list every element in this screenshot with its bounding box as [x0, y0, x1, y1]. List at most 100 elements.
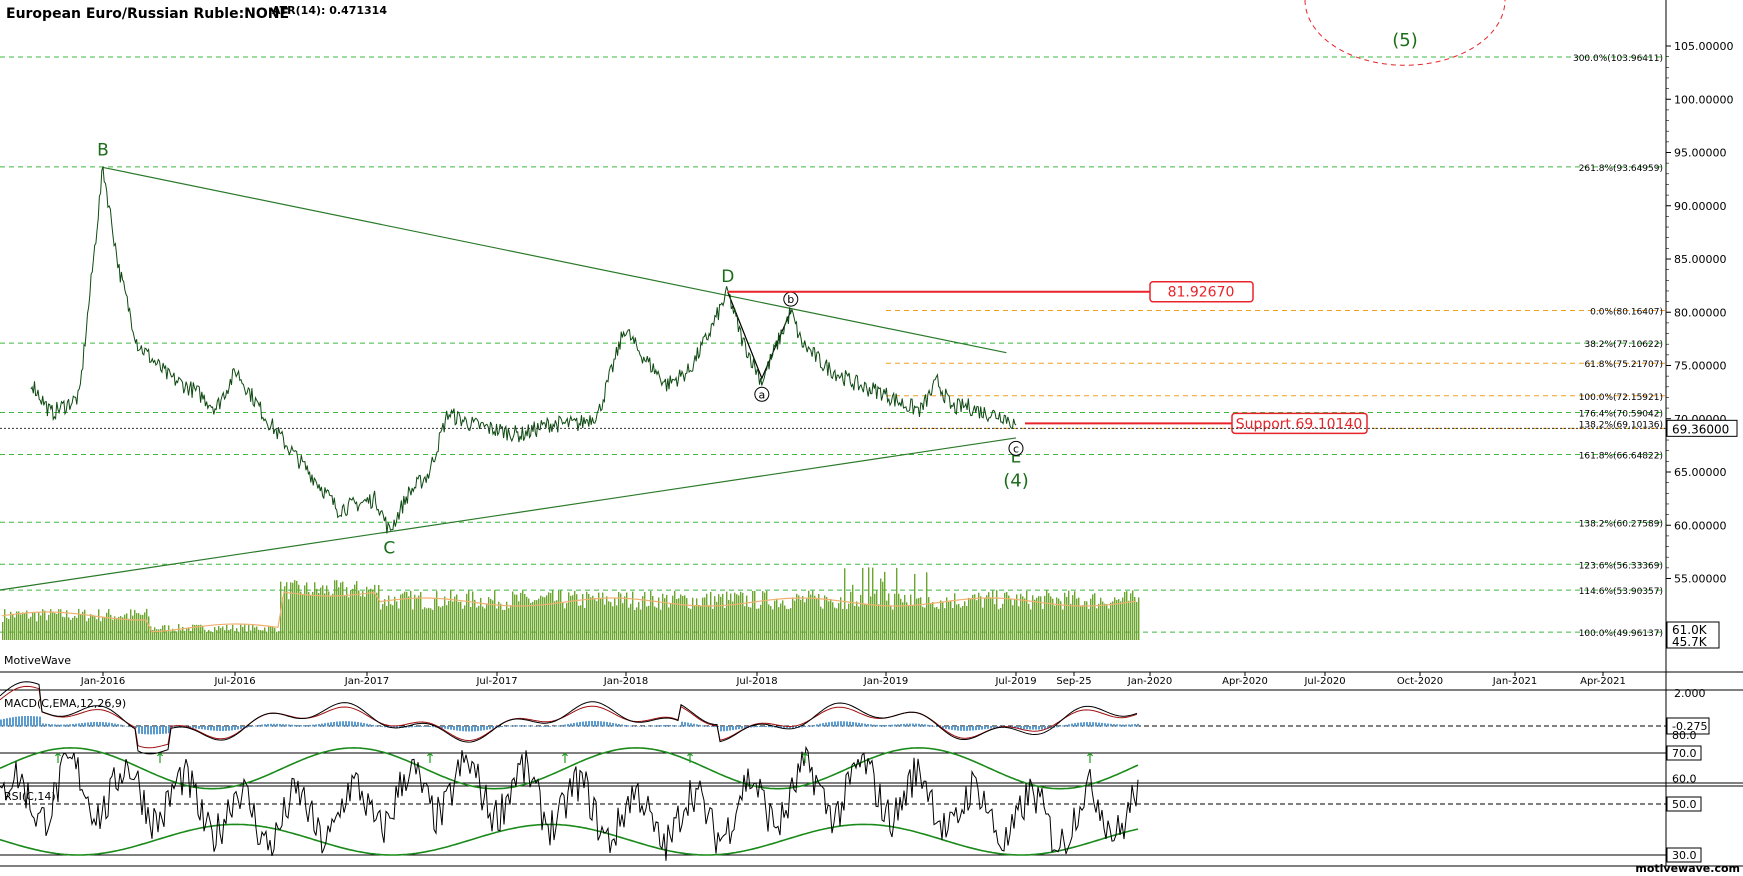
macd-hist-bar — [1044, 725, 1046, 730]
fib-label: 114.6%(53.90357) — [1579, 587, 1663, 597]
last-price-label: 69.36000 — [1672, 422, 1729, 436]
volume-bar — [164, 624, 166, 640]
volume-bar — [740, 591, 742, 640]
macd-hist-bar — [819, 723, 821, 727]
macd-hist-bar — [696, 724, 698, 727]
macd-hist-bar — [123, 725, 125, 727]
macd-hist-bar — [645, 725, 647, 727]
volume-bar — [424, 607, 426, 640]
macd-hist-bar — [1047, 725, 1049, 729]
volume-bar — [950, 600, 952, 640]
volume-bar — [802, 595, 804, 640]
wave-label-c: c — [1013, 442, 1019, 455]
x-tick-label: Jul-2018 — [735, 676, 777, 687]
volume-bar — [112, 619, 114, 640]
volume-bar — [586, 591, 588, 640]
volume-bar — [810, 594, 812, 640]
volume-bar — [108, 609, 110, 640]
volume-bar — [742, 592, 744, 640]
macd-hist-bar — [837, 721, 839, 727]
macd-hist-bar — [567, 724, 569, 727]
volume-bar — [754, 590, 756, 640]
volume-bar — [288, 599, 290, 640]
volume-bar — [1034, 599, 1036, 640]
macd-hist-bar — [297, 725, 299, 727]
volume-bar — [668, 607, 670, 640]
macd-hist-bar — [804, 725, 806, 728]
macd-hist-bar — [384, 725, 386, 728]
macd-hist-bar — [345, 721, 347, 727]
macd-hist-bar — [360, 722, 362, 727]
macd-tick-label: 2.000 — [1674, 687, 1706, 700]
volume-bar — [794, 600, 796, 640]
volume-bar — [354, 584, 356, 640]
macd-hist-bar — [471, 725, 473, 732]
volume-bar — [510, 605, 512, 640]
volume-bar — [1074, 591, 1076, 640]
volume-bar — [74, 616, 76, 640]
macd-hist-bar — [114, 723, 116, 727]
macd-hist-bar — [810, 725, 812, 727]
symbol-title: European Euro/Russian Ruble:NONE — [6, 6, 289, 22]
volume-bar — [120, 616, 122, 640]
macd-hist-bar — [159, 725, 161, 735]
volume-bar — [602, 592, 604, 640]
volume-bar — [850, 591, 852, 640]
volume-bar — [972, 594, 974, 640]
macd-hist-bar — [288, 724, 290, 727]
volume-bar — [10, 611, 12, 640]
macd-hist-bar — [1092, 722, 1094, 727]
macd-hist-bar — [882, 724, 884, 727]
volume-bar — [692, 597, 694, 640]
volume-bar — [908, 605, 910, 640]
volume-bar — [144, 612, 146, 640]
volume-bar — [1128, 600, 1130, 640]
volume-bar — [474, 599, 476, 640]
volume-bar — [748, 606, 750, 640]
volume-bar — [440, 607, 442, 640]
macd-hist-bar — [453, 725, 455, 731]
macd-hist-bar — [222, 725, 224, 731]
macd-hist-bar — [843, 721, 845, 727]
volume-bar — [364, 596, 366, 640]
volume-bar — [1022, 596, 1024, 640]
volume-bar — [716, 601, 718, 640]
rsi-up-arrow: ↑ — [52, 751, 64, 767]
volume-bar — [608, 601, 610, 640]
macd-hist-bar — [615, 723, 617, 727]
macd-hist-bar — [909, 723, 911, 727]
volume-bar — [700, 605, 702, 640]
volume-bar — [1026, 590, 1028, 640]
volume-bar — [66, 610, 68, 640]
macd-hist-bar — [1023, 725, 1025, 730]
macd-hist-bar — [267, 723, 269, 727]
volume-bar — [96, 619, 98, 640]
fib-levels-green: 300.0%(103.96411) 261.8%(93.64959) 38.2%(7… — [0, 54, 1666, 639]
volume-bar — [544, 597, 546, 640]
volume-bar — [286, 582, 288, 640]
volume-bar — [880, 578, 882, 640]
volume-bar — [1052, 598, 1054, 640]
volume-bar — [344, 596, 346, 640]
fib-label: 300.0%(103.96411) — [1573, 54, 1663, 64]
volume-bar — [470, 606, 472, 640]
macd-hist-bar — [42, 723, 44, 727]
volume-bar — [1016, 594, 1018, 640]
volume-bar — [690, 609, 692, 640]
volume-bar — [778, 607, 780, 640]
volume-bar — [982, 607, 984, 640]
volume-bar — [1092, 594, 1094, 640]
volume-bar — [776, 598, 778, 640]
macd-signal-line — [0, 685, 1138, 749]
volume-bar — [458, 602, 460, 640]
volume-bar — [828, 601, 830, 640]
macd-hist-bar — [75, 723, 77, 727]
macd-hist-bar — [582, 721, 584, 727]
volume-bar — [226, 624, 228, 640]
macd-hist-bar — [606, 722, 608, 727]
macd-hist-bar — [426, 725, 428, 727]
volume-bar — [1038, 596, 1040, 640]
volume-bar — [92, 614, 94, 640]
macd-hist-bar — [261, 724, 263, 727]
volume-bar — [836, 608, 838, 640]
